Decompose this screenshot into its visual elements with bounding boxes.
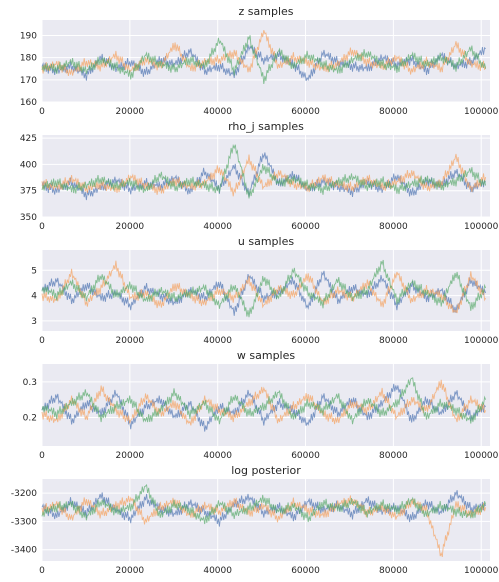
panel-4: 0 20000 40000 60000 80000 100000 -3200 -3300 -34… xyxy=(11,464,499,576)
x-tick-label: 0 xyxy=(39,336,45,346)
y-tick-label: 425 xyxy=(20,134,37,144)
x-tick-label: 100000 xyxy=(464,107,499,117)
trace-series-2 xyxy=(41,143,487,199)
x-tick-label: 0 xyxy=(39,222,45,232)
x-tick-label: 100000 xyxy=(464,222,499,232)
x-tick-label: 0 xyxy=(39,107,45,117)
trace-series-0 xyxy=(41,44,486,82)
panel-0: 0 20000 40000 60000 80000 100000 160 170 180 190 z… xyxy=(20,5,499,117)
x-tick-label: 100000 xyxy=(464,566,499,576)
x-tick-label: 80000 xyxy=(379,451,408,461)
y-tick-label: -3400 xyxy=(11,546,37,556)
y-tick-label: 180 xyxy=(20,54,37,64)
x-tick-label: 80000 xyxy=(379,336,408,346)
x-tick-label: 20000 xyxy=(116,451,145,461)
trace-series-2 xyxy=(41,484,487,525)
x-tick-label: 0 xyxy=(39,566,45,576)
trace-series-2 xyxy=(41,377,487,425)
plot-area xyxy=(42,479,490,561)
x-tick-label: 0 xyxy=(39,451,45,461)
y-tick-label: -3300 xyxy=(11,517,37,527)
panel-2: 0 20000 40000 60000 80000 100000 3 4 5 u samples xyxy=(31,235,498,346)
y-tick-label: 0.2 xyxy=(23,413,37,423)
y-tick-label: 190 xyxy=(20,32,37,42)
trace-series-0 xyxy=(41,383,486,432)
y-tick-label: 0.3 xyxy=(23,378,37,388)
panel-title: u samples xyxy=(238,235,294,248)
y-tick-label: 160 xyxy=(20,98,37,108)
panel-1: 0 20000 40000 60000 80000 100000 350 375 400 425 r… xyxy=(20,120,499,232)
x-tick-label: 40000 xyxy=(203,336,232,346)
x-tick-label: 60000 xyxy=(291,107,320,117)
panel-title: log posterior xyxy=(231,464,301,477)
trace-series-1 xyxy=(41,30,487,76)
y-tick-label: 375 xyxy=(20,187,37,197)
panel-title: z samples xyxy=(239,5,294,18)
x-tick-label: 20000 xyxy=(116,222,145,232)
y-tick-label: 5 xyxy=(31,266,37,276)
panel-title: w samples xyxy=(237,349,295,362)
y-tick-label: -3200 xyxy=(11,489,37,499)
x-tick-label: 80000 xyxy=(379,107,408,117)
x-tick-label: 20000 xyxy=(116,566,145,576)
x-tick-label: 100000 xyxy=(464,451,499,461)
x-tick-label: 60000 xyxy=(291,451,320,461)
trace-series-2 xyxy=(41,35,487,84)
x-tick-label: 40000 xyxy=(203,107,232,117)
x-tick-label: 80000 xyxy=(379,222,408,232)
x-tick-label: 40000 xyxy=(203,451,232,461)
x-tick-label: 40000 xyxy=(203,566,232,576)
trace-series-2 xyxy=(41,259,487,318)
x-tick-label: 60000 xyxy=(291,566,320,576)
y-tick-label: 400 xyxy=(20,160,37,170)
plot-area xyxy=(42,135,490,217)
y-tick-label: 350 xyxy=(20,213,37,223)
x-tick-label: 40000 xyxy=(203,222,232,232)
trace-series-1 xyxy=(41,260,486,314)
x-tick-label: 60000 xyxy=(291,336,320,346)
y-tick-label: 3 xyxy=(31,317,37,327)
x-tick-label: 80000 xyxy=(379,566,408,576)
panel-3: 0 20000 40000 60000 80000 100000 0.2 0.3 w sampl… xyxy=(23,349,499,461)
x-tick-label: 20000 xyxy=(116,107,145,117)
trace-series-0 xyxy=(41,490,486,527)
panel-title: rho_j samples xyxy=(228,120,304,133)
trace-series-1 xyxy=(41,495,487,558)
x-tick-label: 20000 xyxy=(116,336,145,346)
x-tick-label: 100000 xyxy=(464,336,499,346)
trace-series-0 xyxy=(41,152,486,201)
y-tick-label: 170 xyxy=(20,76,37,86)
y-tick-label: 4 xyxy=(31,292,37,302)
x-tick-label: 60000 xyxy=(291,222,320,232)
